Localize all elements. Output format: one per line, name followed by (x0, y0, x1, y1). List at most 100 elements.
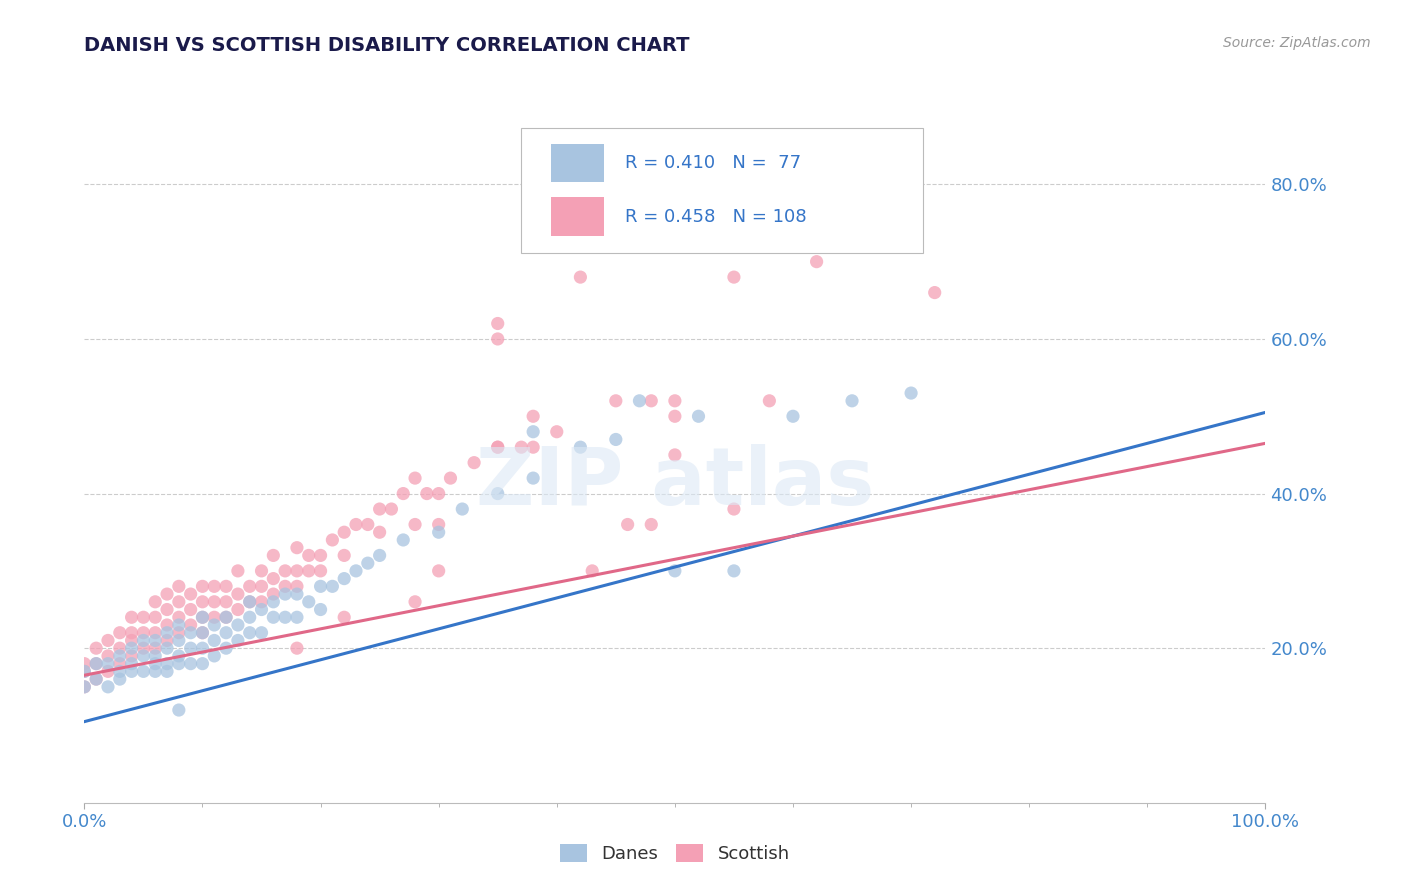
Point (333, 549, 356, 563)
Point (463, 456, 485, 470)
Point (427, 564, 450, 578)
Point (226, 633, 249, 648)
Point (191, 610, 214, 624)
Point (640, 393, 662, 408)
Point (156, 587, 179, 601)
Point (262, 587, 284, 601)
Point (321, 579, 343, 593)
Point (569, 440, 592, 454)
Point (108, 641, 131, 656)
Point (97, 633, 120, 648)
Point (121, 648, 143, 663)
Point (132, 648, 155, 663)
Point (309, 602, 332, 616)
Point (404, 517, 426, 532)
Point (427, 486, 450, 500)
Point (121, 657, 143, 671)
Legend: Danes, Scottish: Danes, Scottish (553, 837, 797, 871)
Point (262, 610, 284, 624)
Point (97, 648, 120, 663)
Text: R = 0.458   N = 108: R = 0.458 N = 108 (626, 208, 807, 226)
Point (262, 595, 284, 609)
Point (723, 270, 745, 285)
Point (298, 549, 321, 563)
Point (924, 285, 946, 300)
Point (191, 579, 214, 593)
Point (486, 440, 509, 454)
Point (416, 486, 439, 500)
Point (167, 648, 190, 663)
Point (309, 579, 332, 593)
Point (215, 579, 238, 593)
Point (486, 317, 509, 331)
Point (285, 641, 308, 656)
Point (333, 572, 356, 586)
FancyBboxPatch shape (551, 197, 605, 235)
Point (73, 680, 96, 694)
Point (202, 595, 225, 609)
Point (202, 610, 225, 624)
Point (84, 672, 107, 686)
Point (167, 703, 190, 717)
Point (156, 665, 179, 679)
Point (191, 625, 214, 640)
FancyBboxPatch shape (522, 128, 922, 253)
Point (191, 595, 214, 609)
Point (191, 625, 214, 640)
Point (239, 595, 262, 609)
Point (121, 610, 143, 624)
Point (143, 625, 166, 640)
Text: Source: ZipAtlas.com: Source: ZipAtlas.com (1223, 36, 1371, 50)
Point (167, 618, 190, 632)
Point (156, 633, 179, 648)
Point (73, 665, 96, 679)
Point (167, 610, 190, 624)
Point (108, 665, 131, 679)
Point (167, 657, 190, 671)
Point (806, 254, 828, 268)
Point (132, 665, 155, 679)
Point (368, 525, 391, 540)
Point (522, 409, 544, 424)
FancyBboxPatch shape (551, 144, 605, 182)
Point (97, 657, 120, 671)
Point (132, 633, 155, 648)
Point (664, 564, 686, 578)
Point (427, 525, 450, 540)
Point (380, 502, 402, 516)
Point (250, 564, 273, 578)
Point (180, 641, 202, 656)
Point (285, 564, 308, 578)
Point (616, 517, 638, 532)
Point (309, 564, 332, 578)
Point (239, 610, 262, 624)
Point (202, 579, 225, 593)
Point (357, 517, 380, 532)
Point (628, 393, 651, 408)
Point (180, 625, 202, 640)
Point (215, 625, 238, 640)
Point (156, 657, 179, 671)
Point (285, 610, 308, 624)
Point (664, 448, 686, 462)
Point (73, 657, 96, 671)
Point (451, 502, 474, 516)
Point (143, 633, 166, 648)
Point (392, 486, 415, 500)
Point (108, 625, 131, 640)
Point (202, 648, 225, 663)
Point (427, 517, 450, 532)
Point (180, 618, 202, 632)
Point (226, 564, 249, 578)
Point (215, 610, 238, 624)
Point (546, 425, 568, 439)
Point (486, 486, 509, 500)
Point (143, 665, 166, 679)
Point (143, 657, 166, 671)
Point (344, 517, 367, 532)
Point (274, 587, 297, 601)
Point (321, 533, 343, 547)
Point (143, 610, 166, 624)
Point (285, 587, 308, 601)
Point (250, 595, 273, 609)
